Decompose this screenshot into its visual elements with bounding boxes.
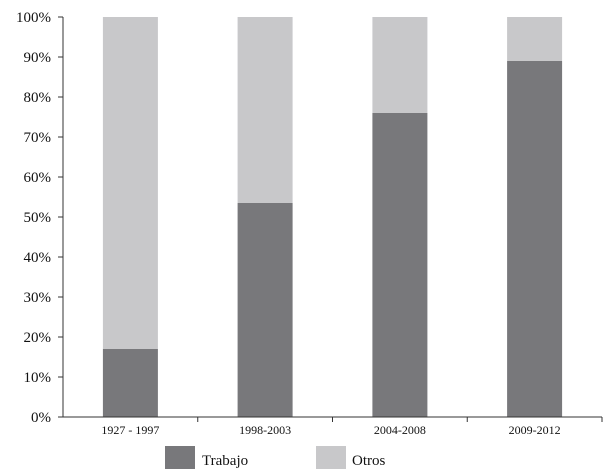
y-tick-label: 20% xyxy=(24,330,52,346)
y-tick-label: 10% xyxy=(24,370,52,386)
bar-otros-0 xyxy=(102,17,158,349)
legend-swatch-otros xyxy=(316,446,346,469)
y-axis-ticks: 0% 10% 20% 30% 40% 50% 60% 70% 80% 90% 100% xyxy=(16,10,63,426)
y-tick-label: 0% xyxy=(31,410,51,426)
bar-series-group xyxy=(102,17,563,417)
bar-otros-3 xyxy=(507,17,563,61)
y-tick-label: 50% xyxy=(24,210,52,226)
x-category-label: 1927 - 1997 xyxy=(101,423,159,437)
x-category-label: 1998-2003 xyxy=(239,423,291,437)
bar-trabajo-1 xyxy=(237,203,293,417)
y-tick-label: 80% xyxy=(24,90,52,106)
y-tick-label: 100% xyxy=(16,10,51,26)
legend-label-trabajo: Trabajo xyxy=(202,453,248,469)
y-tick-label: 60% xyxy=(24,170,52,186)
bar-trabajo-0 xyxy=(102,349,158,417)
x-axis-ticks: 1927 - 1997 1998-2003 2004-2008 2009-2012 xyxy=(101,417,603,437)
y-tick-label: 40% xyxy=(24,250,52,266)
y-tick-label: 90% xyxy=(24,50,52,66)
x-category-label: 2009-2012 xyxy=(509,423,561,437)
bar-otros-1 xyxy=(237,17,293,203)
legend-swatch-trabajo xyxy=(165,446,195,469)
chart-legend: Trabajo Otros xyxy=(165,446,385,469)
legend-label-otros: Otros xyxy=(352,453,385,469)
bar-trabajo-2 xyxy=(372,113,428,417)
y-tick-label: 70% xyxy=(24,130,52,146)
bar-trabajo-3 xyxy=(507,61,563,417)
bar-otros-2 xyxy=(372,17,428,113)
y-tick-label: 30% xyxy=(24,290,52,306)
x-category-label: 2004-2008 xyxy=(374,423,426,437)
